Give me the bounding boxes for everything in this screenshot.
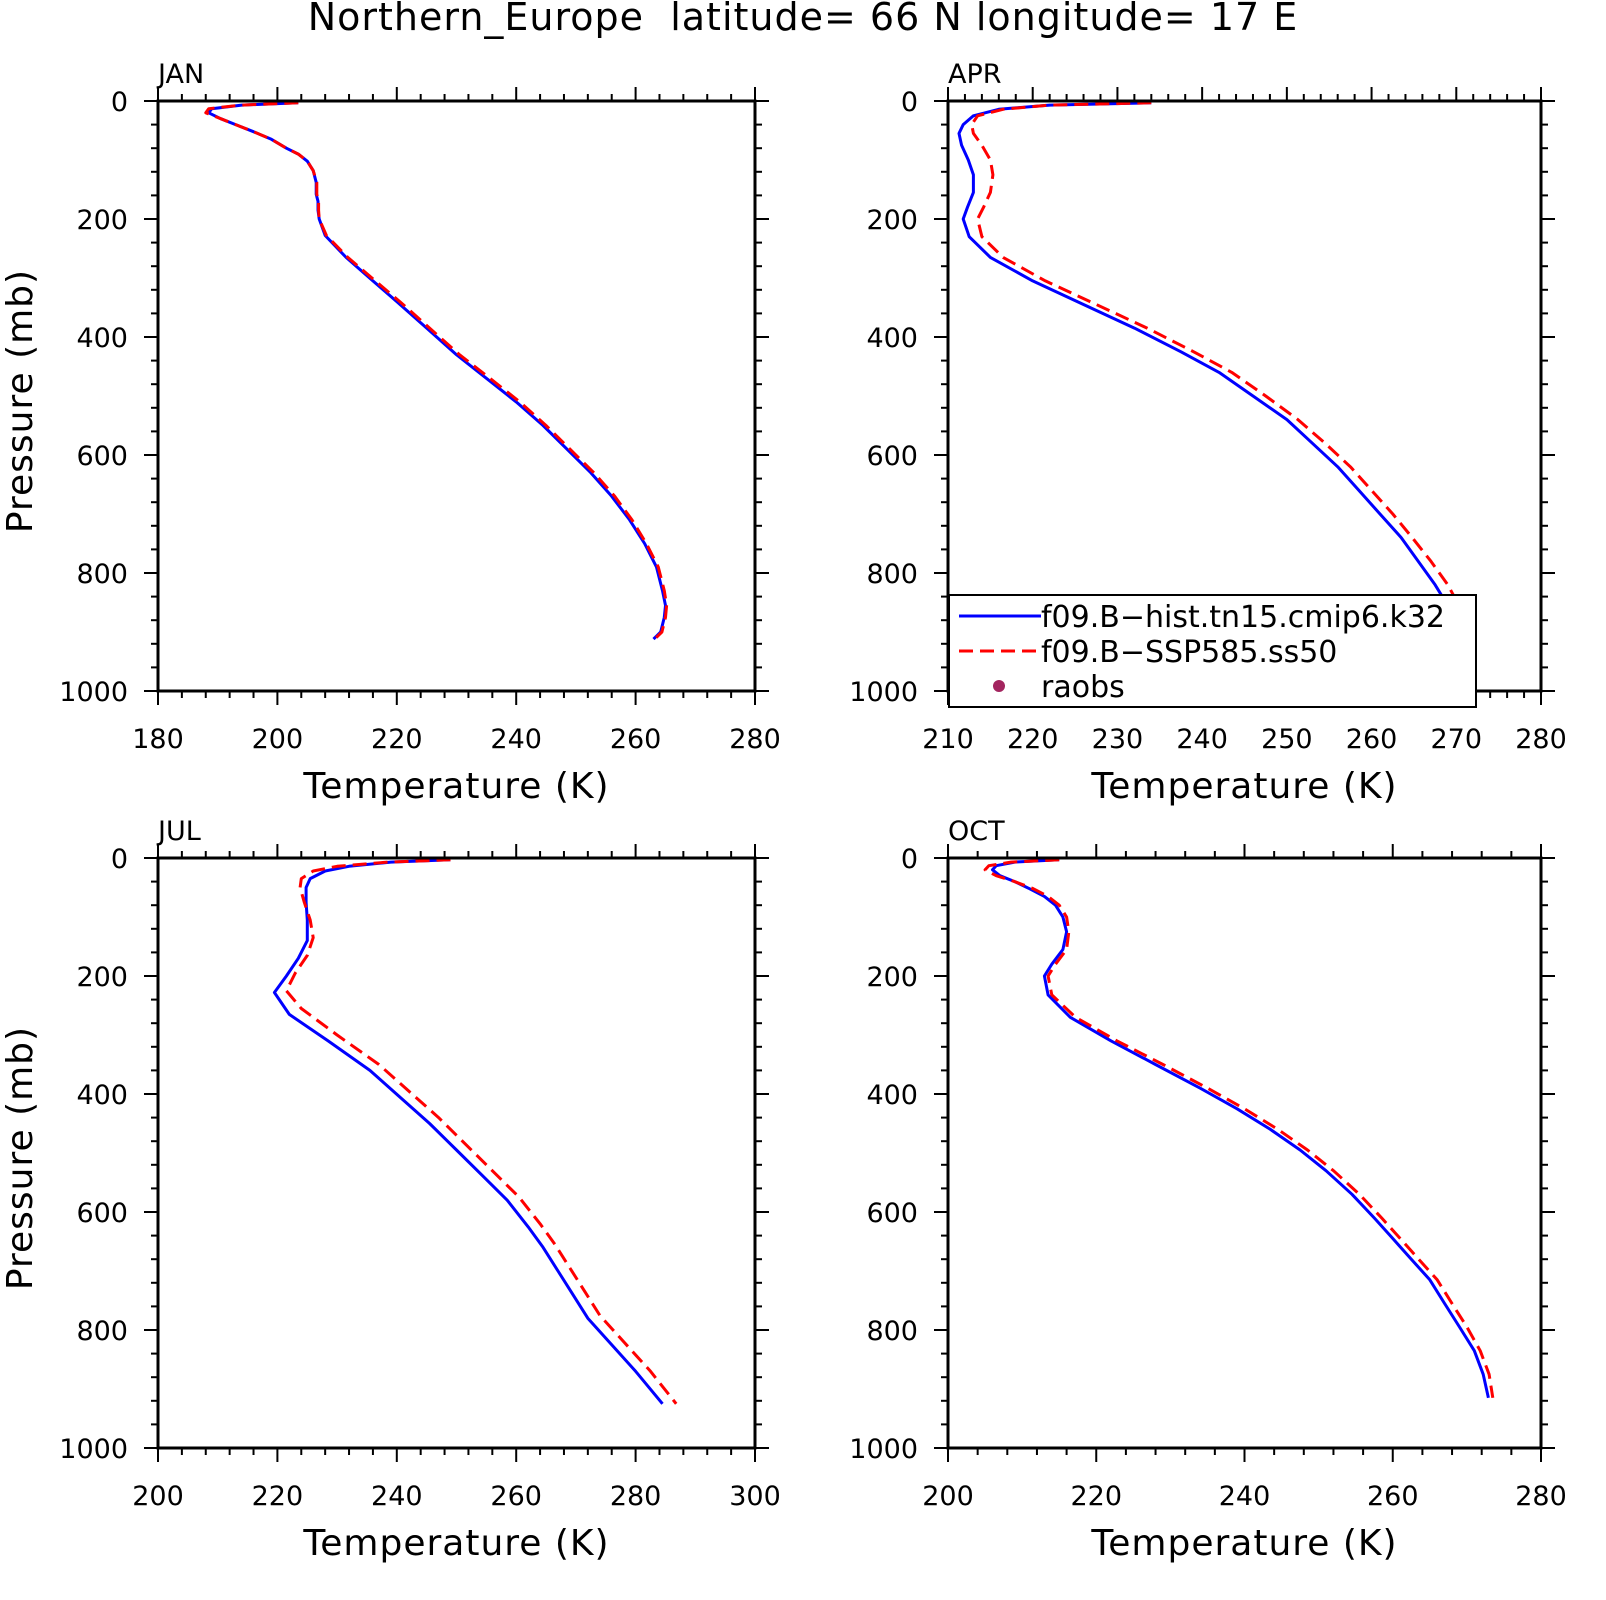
panel-jul: 200 220 240 260 280 300 0 200 400 600 800 1000 JUL Te… xyxy=(0,816,781,1564)
series-line-apr-hist xyxy=(957,101,1467,644)
plot-frame-jan xyxy=(156,99,757,693)
panel-title: JAN xyxy=(156,59,204,90)
y-tick-label: 0 xyxy=(111,844,128,875)
x-axis-label: Temperature (K) xyxy=(302,1523,609,1564)
x-tick-label: 240 xyxy=(1219,1481,1271,1512)
figure-title: Northern_Europe latitude= 66 N longitude… xyxy=(308,0,1299,39)
x-tick-label: 250 xyxy=(1261,724,1313,755)
x-tick-label: 220 xyxy=(371,724,423,755)
panel-oct: 200 220 240 260 280 0 200 400 600 800 1000 OCT Tempe… xyxy=(849,816,1566,1564)
x-tick-label: 200 xyxy=(922,1481,974,1512)
y-tick-label: 800 xyxy=(866,559,918,590)
series-line-jan-hist xyxy=(207,101,667,641)
x-tick-label: 260 xyxy=(1346,724,1398,755)
y-tick-label: 200 xyxy=(866,205,918,236)
y-tick-label: 0 xyxy=(901,844,918,875)
y-tick-label: 200 xyxy=(866,962,918,993)
x-tick-label: 270 xyxy=(1431,724,1483,755)
y-tick-label: 400 xyxy=(76,323,128,354)
y-tick-label: 0 xyxy=(901,87,918,118)
y-tick-label: 1000 xyxy=(849,677,918,708)
x-tick-label: 260 xyxy=(610,724,662,755)
x-tick-label: 220 xyxy=(1007,724,1059,755)
x-axis-label: Temperature (K) xyxy=(1090,766,1397,807)
y-tick-label: 600 xyxy=(866,441,918,472)
y-tick-label: 200 xyxy=(76,962,128,993)
y-tick-label: 800 xyxy=(76,559,128,590)
y-tick-label: 800 xyxy=(866,1316,918,1347)
x-tick-label: 280 xyxy=(729,724,781,755)
series-line-jul-hist xyxy=(272,858,664,1405)
y-tick-label: 600 xyxy=(76,1198,128,1229)
legend: f09.B−hist.tn15.cmip6.k32f09.B−SSP585.ss… xyxy=(948,594,1477,708)
x-axis-label: Temperature (K) xyxy=(1090,1523,1397,1564)
x-tick-label: 240 xyxy=(490,724,542,755)
y-tick-label: 1000 xyxy=(59,1434,128,1465)
x-tick-label: 300 xyxy=(729,1481,781,1512)
x-tick-label: 260 xyxy=(490,1481,542,1512)
legend-box xyxy=(948,594,1477,708)
x-tick-label: 220 xyxy=(252,1481,304,1512)
x-tick-label: 240 xyxy=(1176,724,1228,755)
y-tick-label: 400 xyxy=(866,1080,918,1111)
y-tick-label: 200 xyxy=(76,205,128,236)
y-axis-label: Pressure (mb) xyxy=(0,1026,41,1290)
panel-title: OCT xyxy=(948,816,1005,847)
y-tick-label: 600 xyxy=(866,1198,918,1229)
panel-jan: 180 200 220 240 260 280 0 200 400 600 800 1000 JAN Te… xyxy=(0,59,781,807)
series-line-oct-ssp585 xyxy=(983,858,1495,1399)
plot-frame-jul xyxy=(156,856,757,1450)
legend-label: raobs xyxy=(1041,670,1125,705)
y-tick-label: 400 xyxy=(866,323,918,354)
x-tick-label: 200 xyxy=(252,724,304,755)
y-tick-label: 400 xyxy=(76,1080,128,1111)
series-line-jul-ssp585 xyxy=(284,858,678,1405)
series-line-apr-ssp585 xyxy=(970,101,1475,644)
y-axis-label: Pressure (mb) xyxy=(0,269,41,533)
x-tick-label: 230 xyxy=(1092,724,1144,755)
y-tick-label: 800 xyxy=(76,1316,128,1347)
series-line-jan-ssp585 xyxy=(204,101,669,641)
x-tick-label: 280 xyxy=(1515,1481,1567,1512)
x-tick-label: 180 xyxy=(132,724,184,755)
x-tick-label: 260 xyxy=(1367,1481,1419,1512)
x-tick-label: 240 xyxy=(371,1481,423,1512)
y-tick-label: 1000 xyxy=(59,677,128,708)
x-tick-label: 280 xyxy=(610,1481,662,1512)
panel-title: APR xyxy=(948,59,1002,90)
legend-label: f09.B−SSP585.ss50 xyxy=(1041,635,1337,670)
x-tick-label: 200 xyxy=(132,1481,184,1512)
plot-frame-oct xyxy=(946,856,1543,1450)
x-tick-label: 210 xyxy=(922,724,974,755)
x-tick-label: 280 xyxy=(1515,724,1567,755)
panel-title: JUL xyxy=(156,816,201,847)
y-tick-label: 0 xyxy=(111,87,128,118)
x-tick-label: 220 xyxy=(1070,1481,1122,1512)
y-tick-label: 1000 xyxy=(849,1434,918,1465)
legend-marker-raobs xyxy=(993,680,1005,692)
panels-group: 180 200 220 240 260 280 0 200 400 600 800 1000 JAN Te… xyxy=(0,59,1567,1564)
x-axis-label: Temperature (K) xyxy=(302,766,609,807)
legend-label: f09.B−hist.tn15.cmip6.k32 xyxy=(1041,600,1445,635)
panel-apr: 210 220 230 240 250 260 270 280 0 200 400 600 800 100… xyxy=(849,59,1566,807)
y-tick-label: 600 xyxy=(76,441,128,472)
